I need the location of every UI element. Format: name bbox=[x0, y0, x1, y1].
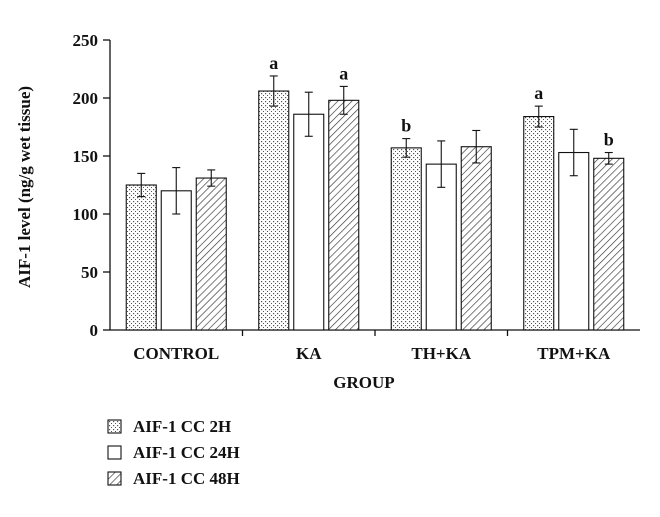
legend-label: AIF-1 CC 24H bbox=[133, 443, 240, 462]
bar bbox=[558, 151, 590, 331]
y-tick-label: 0 bbox=[90, 321, 99, 340]
axes: 0 50 100 150 200 250 CONTROL KA TH+KA TPM+KA bbox=[73, 31, 640, 363]
legend: AIF-1 CC 2H AIF-1 CC 24H AIF-1 CC 48H bbox=[107, 417, 240, 488]
significance-label: b bbox=[604, 130, 614, 150]
legend-swatch bbox=[107, 419, 122, 434]
significance-label: a bbox=[269, 53, 278, 73]
bar bbox=[523, 116, 555, 331]
bar bbox=[293, 113, 325, 331]
legend-swatch bbox=[107, 471, 122, 486]
bar bbox=[593, 157, 625, 331]
y-tick-label: 150 bbox=[73, 147, 99, 166]
x-tick-label: TH+KA bbox=[411, 344, 471, 363]
bar bbox=[425, 163, 457, 331]
bars: a a b a b bbox=[125, 53, 625, 331]
significance-label: b bbox=[401, 116, 411, 136]
bar bbox=[328, 99, 360, 331]
x-tick-label: TPM+KA bbox=[537, 344, 611, 363]
significance-label: a bbox=[339, 63, 348, 83]
legend-label: AIF-1 CC 2H bbox=[133, 417, 231, 436]
bar bbox=[258, 90, 290, 331]
bar bbox=[390, 147, 422, 331]
y-tick-label: 250 bbox=[73, 31, 99, 50]
x-tick-label: CONTROL bbox=[133, 344, 219, 363]
legend-label: AIF-1 CC 48H bbox=[133, 469, 240, 488]
x-axis-title: GROUP bbox=[333, 373, 394, 392]
y-tick-label: 50 bbox=[81, 263, 98, 282]
bar bbox=[460, 146, 492, 331]
bar bbox=[195, 177, 227, 331]
y-tick-label: 200 bbox=[73, 89, 99, 108]
axis-labels: AIF-1 level (ng/g wet tissue) GROUP bbox=[15, 86, 395, 392]
significance-label: a bbox=[534, 83, 543, 103]
y-tick-label: 100 bbox=[73, 205, 99, 224]
x-tick-label: KA bbox=[296, 344, 322, 363]
bar bbox=[125, 184, 157, 331]
y-axis-title: AIF-1 level (ng/g wet tissue) bbox=[15, 86, 34, 288]
legend-swatch bbox=[107, 445, 122, 460]
